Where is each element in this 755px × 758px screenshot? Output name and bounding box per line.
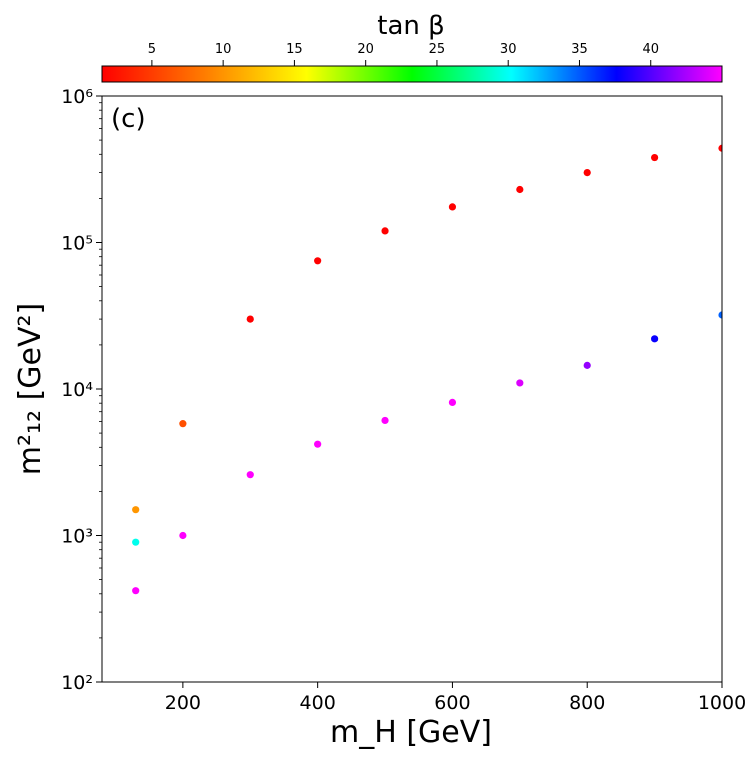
colorbar-tick-label: 35 [571, 42, 588, 57]
scatter-point-11 [448, 398, 457, 407]
y-tick-label: 10³ [61, 526, 93, 548]
panel-label: (c) [111, 104, 146, 134]
scatter-point-20 [718, 144, 722, 152]
scatter-point-7 [314, 440, 322, 448]
scatter-point-0 [132, 587, 140, 595]
colorbar-tick-label: 5 [148, 42, 156, 57]
colorbar-tick-label: 40 [642, 42, 659, 57]
x-tick-label: 200 [165, 692, 201, 714]
scatter-point-14 [516, 185, 524, 194]
scatter-point-5 [246, 471, 254, 479]
scatter-point-12 [448, 203, 457, 211]
x-axis-ticks: 200 400 600 800 1000 [165, 682, 746, 714]
y-axis-ticks: 10² 10³ 10⁴ 10⁵ 10⁶ [61, 86, 102, 694]
scatter-point-8 [314, 257, 322, 265]
x-tick-label: 600 [434, 692, 470, 714]
y-tick-label: 10⁴ [61, 379, 93, 401]
x-tick-label: 1000 [698, 692, 746, 714]
colorbar [101, 65, 723, 83]
y-tick-label: 10⁶ [61, 86, 93, 108]
colorbar-tick-label: 20 [357, 42, 374, 57]
x-tick-label: 400 [300, 692, 336, 714]
scatter-point-10 [381, 227, 389, 235]
y-tick-label: 10² [61, 672, 93, 694]
colorbar-tick-label: 30 [500, 42, 517, 57]
scatter-points [132, 144, 722, 595]
scatter-point-6 [246, 315, 254, 323]
scatter-point-4 [179, 420, 187, 428]
scatter-point-9 [381, 416, 389, 425]
x-axis-title: m_H [GeV] [330, 715, 492, 750]
scatter-point-15 [583, 361, 591, 369]
colorbar-tick-label: 10 [215, 42, 232, 57]
colorbar-label: tan β [377, 11, 444, 41]
scatter-point-17 [651, 335, 659, 343]
y-axis-title: m²₁₂ [GeV²] [13, 303, 48, 476]
y-tick-label: 10⁵ [61, 233, 93, 255]
scatter-point-2 [132, 506, 140, 514]
colorbar-tick-label: 15 [286, 42, 303, 57]
x-tick-label: 800 [569, 692, 605, 714]
scatter-point-16 [583, 169, 591, 177]
scatter-point-13 [516, 379, 524, 387]
scatter-point-1 [132, 538, 140, 546]
scatter-point-3 [179, 531, 187, 540]
scatter-point-18 [651, 153, 659, 162]
scatter-point-19 [718, 311, 722, 319]
colorbar-tick-label: 25 [429, 42, 446, 57]
plot-frame [101, 95, 723, 683]
colorbar-ticks: 5 10 15 20 25 30 35 40 [148, 42, 659, 66]
